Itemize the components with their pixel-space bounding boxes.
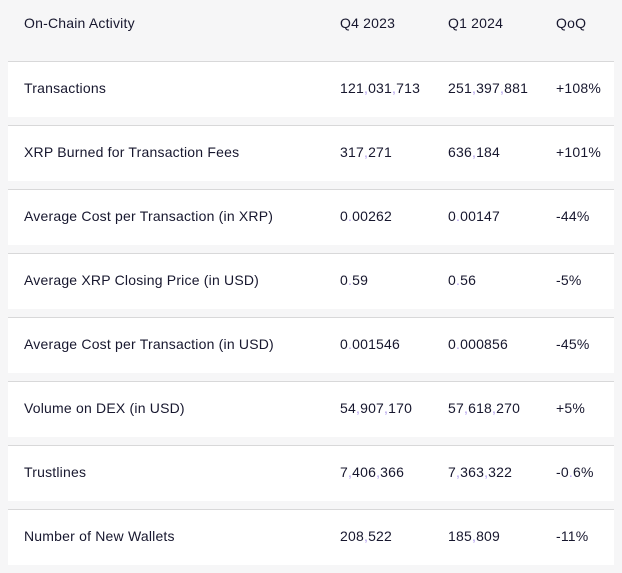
column-header-q4-2023: Q4 2023 — [340, 15, 396, 31]
table-body: Transactions 121,031,713 251,397,881 +10… — [0, 61, 622, 565]
q4-2023-value: 317,271 — [340, 143, 393, 160]
table-row: Trustlines 7,406,366 7,363,322 -0.6% — [8, 445, 614, 501]
table-row: XRP Burned for Transaction Fees 317,271 … — [8, 125, 614, 181]
table-row: Transactions 121,031,713 251,397,881 +10… — [8, 61, 614, 117]
table-row: Average Cost per Transaction (in XRP) 0.… — [8, 189, 614, 245]
qoq-value: +108% — [556, 79, 601, 96]
q4-2023-value: 0.00262 — [340, 207, 393, 224]
qoq-value: +101% — [556, 143, 601, 160]
q4-2023-value: 121,031,713 — [340, 79, 421, 96]
q4-2023-value: 0.001546 — [340, 335, 401, 352]
table-row: Average Cost per Transaction (in USD) 0.… — [8, 317, 614, 373]
q4-2023-value: 54,907,170 — [340, 399, 413, 416]
q1-2024-value: 0.56 — [448, 271, 477, 288]
q4-2023-value: 0.59 — [340, 271, 369, 288]
q4-2023-value: 208,522 — [340, 527, 393, 544]
qoq-value: -45% — [556, 335, 590, 352]
row-label: Average Cost per Transaction (in USD) — [24, 335, 274, 352]
q4-2023-value: 7,406,366 — [340, 463, 405, 480]
qoq-value: -0.6% — [556, 463, 594, 480]
column-header-qoq: QoQ — [556, 15, 587, 31]
q1-2024-value: 7,363,322 — [448, 463, 513, 480]
table-header-row: On-Chain Activity Q4 2023 Q1 2024 QoQ — [0, 0, 622, 61]
qoq-value: -11% — [556, 527, 589, 544]
row-label: Transactions — [24, 79, 107, 96]
qoq-value: -5% — [556, 271, 582, 288]
table-row: Volume on DEX (in USD) 54,907,170 57,618… — [8, 381, 614, 437]
q1-2024-value: 57,618,270 — [448, 399, 521, 416]
row-label: Volume on DEX (in USD) — [24, 399, 185, 416]
q1-2024-value: 0.000856 — [448, 335, 509, 352]
q1-2024-value: 185,809 — [448, 527, 501, 544]
q1-2024-value: 251,397,881 — [448, 79, 529, 96]
table-row: Average XRP Closing Price (in USD) 0.59 … — [8, 253, 614, 309]
q1-2024-value: 0.00147 — [448, 207, 501, 224]
row-label: Number of New Wallets — [24, 527, 175, 544]
column-header-metric: On-Chain Activity — [24, 15, 135, 31]
row-label: Average XRP Closing Price (in USD) — [24, 271, 260, 288]
qoq-value: +5% — [556, 399, 586, 416]
row-label: Average Cost per Transaction (in XRP) — [24, 207, 274, 224]
q1-2024-value: 636,184 — [448, 143, 501, 160]
row-label: XRP Burned for Transaction Fees — [24, 143, 240, 160]
row-label: Trustlines — [24, 463, 87, 480]
column-header-q1-2024: Q1 2024 — [448, 15, 504, 31]
table-row: Number of New Wallets 208,522 185,809 -1… — [8, 509, 614, 565]
qoq-value: -44% — [556, 207, 590, 224]
